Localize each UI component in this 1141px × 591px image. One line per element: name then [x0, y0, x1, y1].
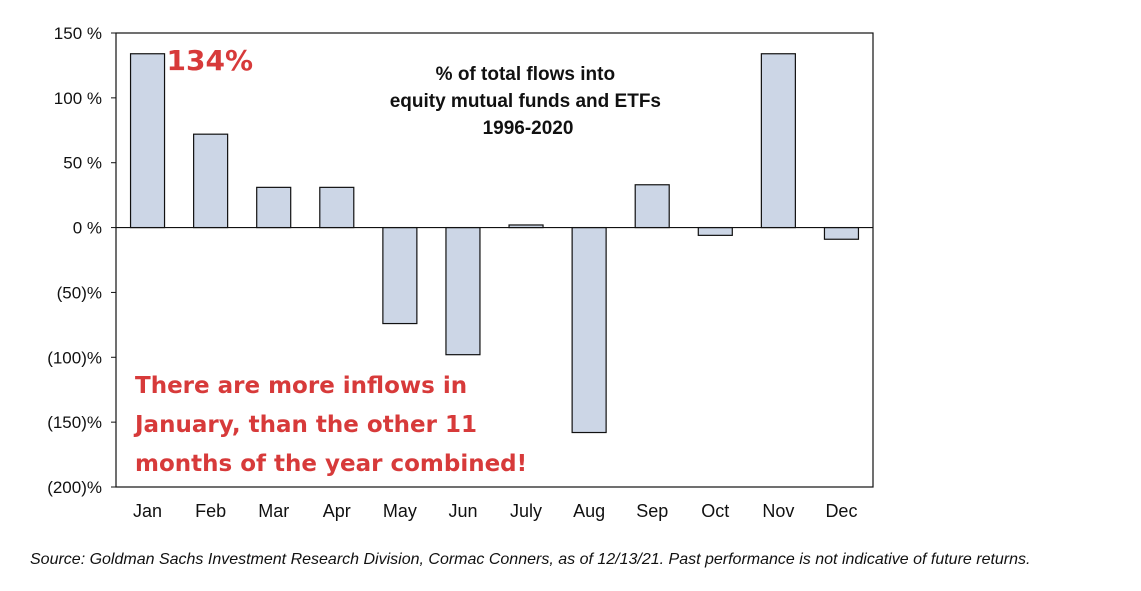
- bar-chart: 150 % 100 % 50 % 0 % (50)% (100)% (150)% (200)%…: [47, 24, 874, 521]
- annotation-line-1: There are more inflows in: [135, 373, 467, 399]
- bar-jan: [129, 53, 166, 229]
- annotation-line-3: months of the year combined!: [135, 451, 527, 477]
- y-axis-ticks: 150 % 100 % 50 % 0 % (50)% (100)% (150)% (200)%: [47, 24, 116, 497]
- bar-may: [382, 226, 418, 325]
- plot-area-frame: [115, 32, 874, 488]
- x-tick-label: Mar: [258, 501, 289, 521]
- bar-dec: [823, 226, 860, 240]
- x-tick-label: Aug: [573, 501, 605, 521]
- y-tick-label: 50 %: [63, 154, 102, 173]
- x-tick-label: Jan: [133, 501, 162, 521]
- x-tick-label: Jun: [448, 501, 477, 521]
- source-note: Source: Goldman Sachs Investment Researc…: [30, 551, 1031, 568]
- y-tick-label: (50)%: [57, 283, 102, 302]
- y-tick-label: 0 %: [73, 219, 102, 238]
- x-tick-label: May: [383, 501, 417, 521]
- x-tick-label: July: [510, 501, 542, 521]
- chart-title-line-1: % of total flows into: [436, 64, 615, 85]
- x-tick-label: Nov: [762, 501, 794, 521]
- x-tick-label: Oct: [701, 501, 729, 521]
- bar-aug: [571, 226, 607, 434]
- bar-oct: [697, 226, 733, 236]
- annotation-text: There are more inflows in January, than …: [133, 373, 527, 477]
- x-tick-label: Dec: [825, 501, 857, 521]
- y-tick-label: (150)%: [47, 413, 102, 432]
- y-tick-label: (200)%: [47, 478, 102, 497]
- x-tick-label: Feb: [195, 501, 226, 521]
- y-tick-label: 100 %: [54, 89, 102, 108]
- x-tick-label: Sep: [636, 501, 668, 521]
- x-tick-label: Apr: [323, 501, 351, 521]
- chart-title-line-2: equity mutual funds and ETFs: [390, 91, 661, 112]
- bar-feb: [193, 133, 229, 229]
- chart-title: % of total flows into equity mutual fund…: [390, 64, 667, 139]
- bar-nov: [760, 53, 796, 229]
- bar-jun: [445, 226, 481, 356]
- y-tick-label: (100)%: [47, 348, 102, 367]
- bar-mar: [256, 186, 292, 229]
- bars: [129, 53, 860, 434]
- y-tick-label: 150 %: [54, 24, 102, 43]
- data-label-jan: 134%: [167, 44, 254, 77]
- chart-title-line-3: 1996-2020: [483, 118, 574, 139]
- x-axis-labels: Jan Feb Mar Apr May Jun July Aug Sep Oct Nov Dec: [133, 501, 857, 521]
- bar-apr: [319, 186, 355, 229]
- bar-sep: [634, 184, 670, 229]
- annotation-line-2: January, than the other 11: [133, 412, 477, 438]
